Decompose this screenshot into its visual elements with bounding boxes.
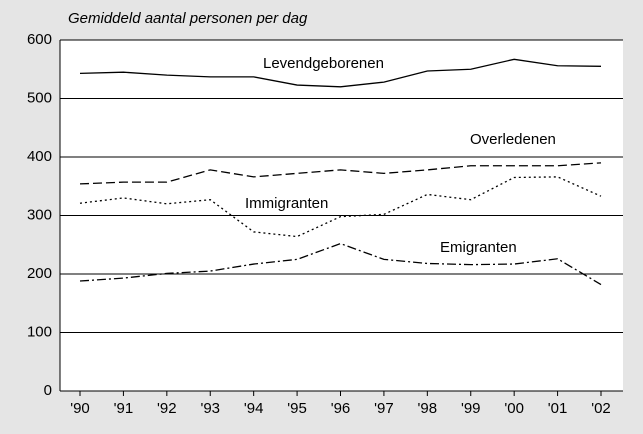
x-tick-label: '00 bbox=[504, 400, 524, 417]
series-line bbox=[79, 242, 602, 286]
x-tick-label: '92 bbox=[157, 400, 177, 417]
series-label: Overledenen bbox=[470, 131, 556, 148]
series-label: Levendgeborenen bbox=[263, 55, 384, 72]
x-tick-label: '90 bbox=[70, 400, 90, 417]
y-tick-label: 200 bbox=[27, 265, 52, 282]
y-tick-label: 100 bbox=[27, 323, 52, 340]
series-label: Immigranten bbox=[245, 195, 328, 212]
x-tick-label: '02 bbox=[591, 400, 611, 417]
x-tick-label: '99 bbox=[461, 400, 481, 417]
y-tick-label: 600 bbox=[27, 31, 52, 48]
y-tick-label: 0 bbox=[44, 382, 52, 399]
x-tick-label: '01 bbox=[548, 400, 568, 417]
y-tick-label: 500 bbox=[27, 89, 52, 106]
series-label: Emigranten bbox=[440, 239, 517, 256]
x-tick-label: '93 bbox=[200, 400, 220, 417]
x-tick-label: '94 bbox=[244, 400, 264, 417]
x-tick-label: '95 bbox=[287, 400, 307, 417]
x-tick-label: '97 bbox=[374, 400, 394, 417]
x-tick-label: '91 bbox=[114, 400, 134, 417]
y-tick-label: 300 bbox=[27, 206, 52, 223]
x-tick-label: '96 bbox=[331, 400, 351, 417]
y-tick-label: 400 bbox=[27, 148, 52, 165]
series-line bbox=[79, 176, 602, 238]
chart-title: Gemiddeld aantal personen per dag bbox=[68, 10, 308, 27]
series-line bbox=[79, 58, 602, 88]
series-line bbox=[79, 162, 602, 185]
x-tick-label: '98 bbox=[418, 400, 438, 417]
